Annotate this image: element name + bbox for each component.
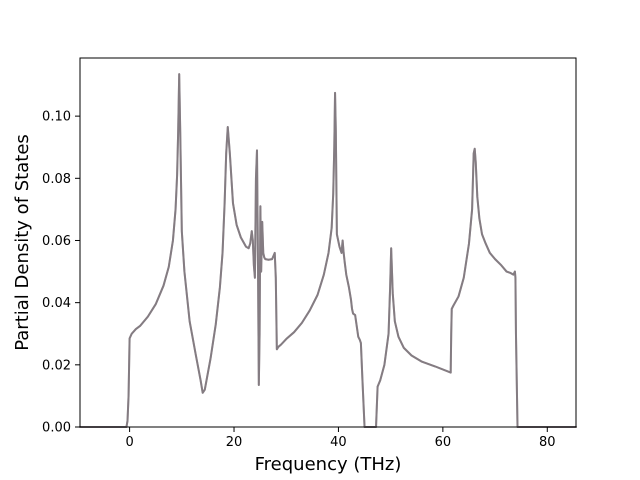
y-tick-label: 0.08 — [42, 172, 71, 187]
x-tick-label: 20 — [226, 435, 243, 450]
plot-frame — [79, 57, 577, 428]
y-axis-label: Partial Density of States — [12, 134, 33, 351]
y-axis: 0.00 0.02 0.04 0.06 0.08 0.10 — [42, 110, 80, 436]
x-tick-label: 60 — [435, 435, 452, 450]
x-axis: 0 20 40 60 80 — [125, 427, 556, 450]
y-tick-label: 0.04 — [42, 296, 71, 311]
y-tick-label: 0.00 — [42, 421, 71, 436]
y-tick-label: 0.10 — [42, 110, 71, 125]
x-axis-label: Frequency (THz) — [255, 454, 402, 475]
series-line-2 — [79, 73, 577, 428]
series-layer — [79, 73, 577, 428]
series-line-1 — [79, 73, 577, 428]
x-tick-label: 80 — [539, 435, 556, 450]
y-tick-label: 0.02 — [42, 358, 71, 373]
x-tick-label: 0 — [125, 435, 133, 450]
y-tick-label: 0.06 — [42, 234, 71, 249]
plot-area-background — [80, 58, 576, 427]
x-tick-label: 40 — [330, 435, 347, 450]
